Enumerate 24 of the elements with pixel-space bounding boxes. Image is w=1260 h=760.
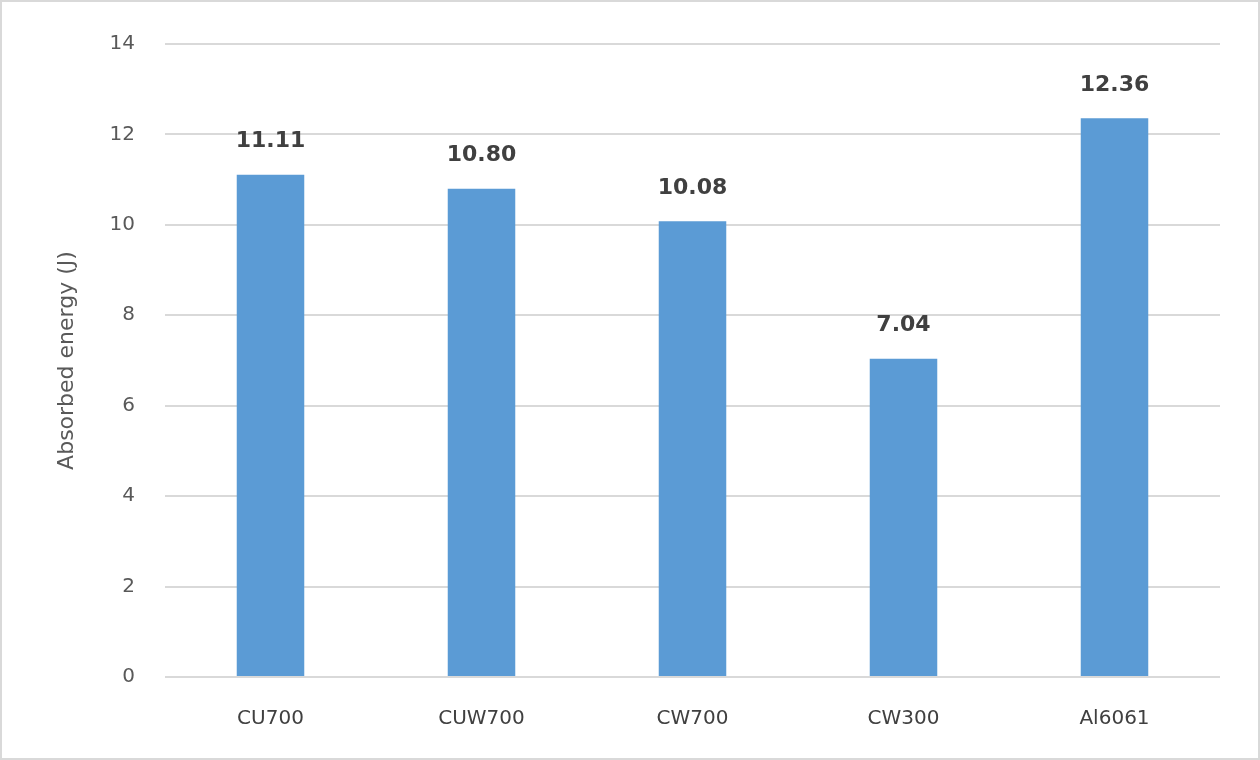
x-tick-label: Al6061 [1079, 705, 1150, 730]
data-label: 12.36 [1079, 70, 1150, 96]
x-tick-label: CUW700 [438, 705, 525, 730]
bar [447, 188, 516, 676]
x-tick-label: CW700 [656, 705, 729, 730]
bar [236, 174, 305, 676]
x-tick-label: CU700 [237, 705, 304, 730]
data-label: 11.11 [235, 127, 306, 153]
y-tick-label: 12 [109, 120, 135, 145]
y-tick-label: 8 [122, 301, 135, 326]
data-label: 10.80 [446, 141, 517, 167]
y-tick-label: 2 [122, 572, 135, 597]
x-tick-label: CW300 [867, 705, 940, 730]
y-axis-title: Absorbed energy (J) [52, 251, 78, 470]
y-tick-label: 6 [122, 391, 135, 416]
y-tick-label: 0 [122, 663, 135, 688]
bar [1080, 118, 1149, 676]
data-label: 10.08 [657, 173, 728, 199]
y-tick-label: 4 [122, 482, 135, 507]
data-label: 7.04 [876, 311, 931, 337]
y-tick-label: 14 [109, 30, 135, 55]
bar [658, 221, 727, 676]
bar [869, 358, 938, 676]
y-tick-label: 10 [109, 211, 135, 236]
